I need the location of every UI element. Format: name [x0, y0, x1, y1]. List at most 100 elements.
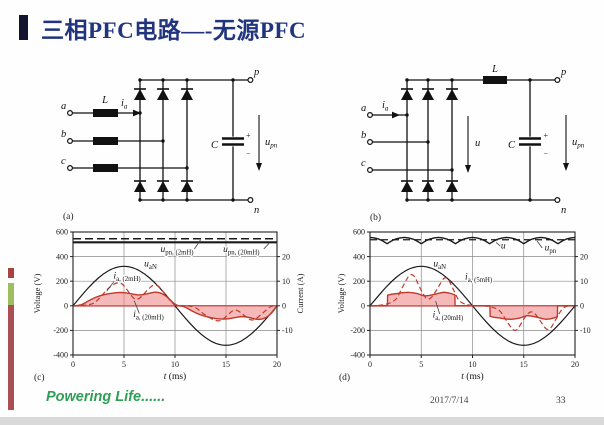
phase-inputs: [67, 109, 188, 172]
svg-text:400: 400: [353, 252, 365, 261]
accent-maroon-bar: [8, 305, 14, 410]
svg-text:20: 20: [571, 360, 579, 369]
output-terminals: [554, 77, 569, 204]
svg-text:L: L: [491, 64, 498, 75]
svg-text:0: 0: [368, 360, 372, 369]
svg-text:600: 600: [353, 228, 365, 237]
terminal-n: [247, 197, 254, 204]
slogan-text: Powering Life......: [46, 389, 166, 405]
inductor-b: [93, 137, 118, 145]
svg-text:ia, (20mH): ia, (20mH): [133, 310, 164, 322]
photo-edge-strip: [0, 417, 604, 425]
page-number: 33: [556, 396, 566, 406]
terminal-b: [67, 137, 74, 144]
terminal-p: [554, 77, 561, 84]
svg-text:+: +: [544, 131, 549, 140]
terminal-p: [247, 77, 254, 84]
svg-text:(d): (d): [339, 372, 350, 383]
svg-text:-200: -200: [350, 326, 365, 335]
svg-text:-200: -200: [53, 326, 68, 335]
svg-text:15: 15: [520, 360, 528, 369]
svg-text:upn: upn: [545, 244, 557, 256]
svg-text:-10: -10: [282, 326, 293, 335]
svg-text:upn, (20mH): upn, (20mH): [223, 245, 259, 257]
svg-text:upn, (2mH): upn, (2mH): [161, 245, 194, 257]
diode-bridge: [400, 88, 459, 193]
rails: [139, 79, 249, 201]
svg-text:−: −: [544, 149, 549, 158]
svg-text:-10: -10: [580, 326, 591, 335]
svg-text:u: u: [475, 138, 480, 149]
svg-text:Voltage (V): Voltage (V): [32, 273, 42, 313]
svg-text:10: 10: [171, 360, 179, 369]
output-terminals: [247, 77, 262, 204]
svg-text:600: 600: [56, 228, 68, 237]
svg-text:uaN: uaN: [433, 260, 446, 272]
dc-inductor: [483, 76, 507, 84]
svg-text:400: 400: [56, 252, 68, 261]
svg-text:u: u: [501, 242, 506, 252]
svg-text:ia, (5mH): ia, (5mH): [465, 273, 492, 285]
junction-dots: [405, 78, 532, 202]
svg-text:15: 15: [222, 360, 230, 369]
terminal-a: [67, 109, 74, 116]
svg-text:5: 5: [122, 360, 126, 369]
svg-text:200: 200: [353, 277, 365, 286]
svg-text:t (ms): t (ms): [461, 371, 483, 382]
circuit-b-passive-pfc-dc-inductor: a b c ia L u C + − p n upn (b): [361, 64, 585, 222]
svg-text:10: 10: [282, 277, 290, 286]
svg-text:20: 20: [580, 252, 588, 261]
svg-text:Current (A): Current (A): [295, 273, 305, 313]
voltage-arrowhead-icon: [563, 163, 569, 171]
svg-text:200: 200: [56, 277, 68, 286]
svg-text:a: a: [361, 103, 366, 114]
svg-text:0: 0: [361, 302, 365, 311]
svg-text:0: 0: [580, 302, 584, 311]
dc-capacitor: [519, 79, 541, 201]
voltage-arrowhead-icon: [256, 163, 262, 171]
current-arrow-icon: [392, 111, 400, 119]
svg-text:0: 0: [282, 302, 286, 311]
svg-text:10: 10: [469, 360, 477, 369]
svg-text:ia, (2mH): ia, (2mH): [113, 271, 140, 283]
svg-text:(c): (c): [34, 372, 45, 383]
junction-dots: [138, 78, 235, 202]
page-title: 三相PFC电路—-无源PFC: [41, 18, 307, 43]
svg-text:5: 5: [419, 360, 423, 369]
svg-text:(b): (b): [370, 212, 381, 222]
svg-text:(a): (a): [63, 211, 74, 222]
waveform-chart-d: 600 400 200 0 -200 -400 20 10 0 -10 0 5 10 15 20 Voltag…: [336, 228, 591, 383]
terminal-c: [67, 164, 74, 171]
circuit-b-labels: a b c ia L u C + − p n upn (b): [361, 64, 585, 222]
current-arrow-icon: [133, 109, 141, 117]
svg-text:20: 20: [273, 360, 281, 369]
terminal-c: [367, 166, 374, 173]
svg-text:-400: -400: [53, 351, 68, 360]
svg-text:p: p: [560, 67, 566, 78]
svg-text:0: 0: [64, 302, 68, 311]
waveform-chart-c: 600 400 200 0 -200 -400 20 10 0 -10 0 5 10 15 20 Voltag…: [32, 228, 305, 383]
svg-text:upn: upn: [572, 137, 585, 150]
svg-text:uaN: uaN: [144, 260, 157, 272]
svg-text:c: c: [61, 156, 66, 167]
svg-text:C: C: [211, 140, 219, 151]
terminal-a: [367, 111, 374, 118]
svg-text:Voltage (V): Voltage (V): [336, 273, 346, 313]
phase-inputs: [367, 111, 453, 173]
svg-text:ia: ia: [121, 98, 128, 111]
accent-green-bar: [8, 283, 14, 305]
svg-text:upn: upn: [265, 137, 278, 150]
svg-text:0: 0: [71, 360, 75, 369]
svg-text:n: n: [561, 205, 566, 216]
bridge-voltage-arrow: [465, 116, 471, 173]
svg-text:-400: -400: [350, 351, 365, 360]
svg-text:t (ms): t (ms): [164, 371, 186, 382]
svg-text:b: b: [361, 130, 366, 141]
svg-text:ia, (20mH): ia, (20mH): [433, 310, 464, 322]
accent-red-square: [8, 268, 14, 278]
svg-text:+: +: [246, 131, 251, 140]
title-marker: [19, 15, 28, 40]
svg-text:L: L: [101, 95, 108, 106]
svg-text:b: b: [61, 129, 66, 140]
